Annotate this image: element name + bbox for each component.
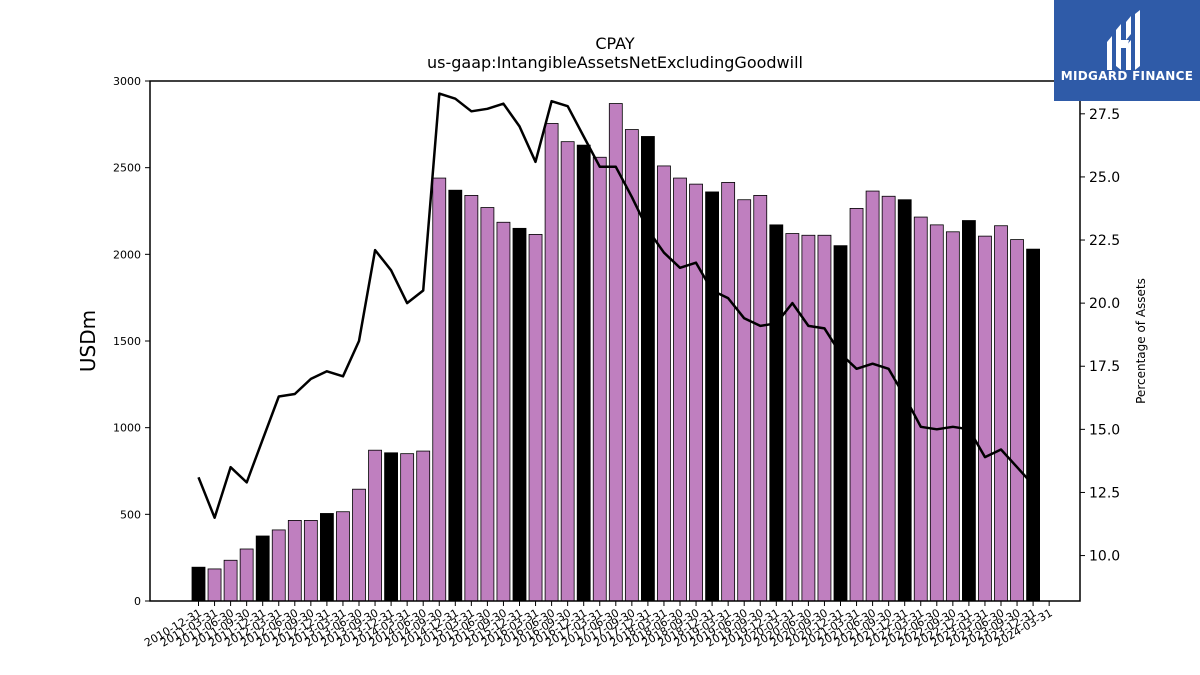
bar-2014-06-30 bbox=[416, 450, 431, 602]
y2-axis-label: Percentage of Assets bbox=[1134, 278, 1148, 404]
bar-2012-09-30 bbox=[303, 520, 318, 602]
y-axis-left: 0 500 1000 1500 2000 2500 3000 bbox=[113, 75, 150, 608]
y2-tick-label: 15.0 bbox=[1089, 422, 1120, 438]
y2-tick-label: 22.5 bbox=[1089, 233, 1120, 249]
y2-tick-label: 10.0 bbox=[1089, 549, 1120, 565]
logo-mark-icon bbox=[1107, 10, 1140, 70]
bars-layer bbox=[191, 103, 1040, 602]
bar-2014-03-31 bbox=[400, 453, 415, 602]
midgard-finance-logo: MIDGARD FINANCE bbox=[1054, 0, 1200, 101]
bar-2023-06-30 bbox=[994, 225, 1008, 602]
y-tick-label: 2000 bbox=[113, 248, 141, 261]
bar-2017-09-30 bbox=[624, 129, 639, 602]
y2-tick-label: 27.5 bbox=[1089, 107, 1120, 123]
bar-2020-12-31 bbox=[833, 245, 848, 602]
bar-2015-12-31 bbox=[512, 227, 527, 602]
bar-2019-03-31 bbox=[721, 181, 736, 602]
y-tick-label: 1500 bbox=[113, 335, 141, 348]
bar-2013-06-30 bbox=[352, 488, 366, 602]
bar-2011-06-30 bbox=[223, 559, 238, 602]
bar-2019-06-30 bbox=[737, 199, 752, 602]
bar-2014-12-31 bbox=[448, 189, 463, 602]
y-axis-label: USDm bbox=[76, 310, 100, 372]
bar-2016-09-30 bbox=[560, 141, 575, 602]
bar-2018-03-31 bbox=[657, 165, 671, 602]
percentage-line bbox=[197, 92, 1035, 519]
bar-2018-06-30 bbox=[673, 177, 687, 602]
y-tick-label: 1000 bbox=[113, 422, 141, 435]
bar-2023-03-31 bbox=[978, 235, 992, 602]
bar-2013-03-31 bbox=[336, 511, 350, 602]
bar-2021-06-30 bbox=[865, 190, 880, 602]
y2-tick-label: 17.5 bbox=[1089, 359, 1120, 375]
bar-2016-06-30 bbox=[544, 123, 559, 602]
y2-tick-label: 25.0 bbox=[1089, 170, 1120, 186]
bar-2015-06-30 bbox=[480, 207, 495, 602]
bar-2017-12-31 bbox=[641, 136, 655, 602]
bar-2021-09-30 bbox=[881, 195, 896, 602]
bar-2020-06-30 bbox=[801, 234, 816, 602]
bar-2021-03-31 bbox=[849, 207, 864, 602]
bar-2012-03-31 bbox=[271, 529, 286, 602]
bar-2013-12-31 bbox=[384, 452, 399, 602]
bar-2012-12-31 bbox=[319, 513, 334, 602]
bar-2011-09-30 bbox=[239, 548, 254, 602]
y2-tick-label: 12.5 bbox=[1089, 485, 1120, 501]
bar-2022-09-30 bbox=[945, 231, 960, 602]
bar-2017-03-31 bbox=[592, 156, 607, 602]
chart-title: CPAY bbox=[595, 34, 635, 53]
bar-2021-12-31 bbox=[897, 199, 912, 602]
bar-2014-09-30 bbox=[432, 177, 447, 602]
bar-2020-03-31 bbox=[785, 233, 800, 602]
bar-2017-06-30 bbox=[608, 103, 623, 602]
bar-2015-03-31 bbox=[464, 194, 479, 602]
bar-2020-09-30 bbox=[817, 234, 832, 602]
y2-tick-label: 20.0 bbox=[1089, 296, 1120, 312]
bar-2023-09-30 bbox=[1010, 239, 1024, 602]
bar-2019-12-31 bbox=[769, 224, 784, 602]
y-tick-label: 0 bbox=[134, 595, 141, 608]
bar-2019-09-30 bbox=[753, 194, 768, 602]
bar-2015-09-30 bbox=[496, 221, 511, 602]
y-tick-label: 3000 bbox=[113, 75, 141, 88]
bar-2016-03-31 bbox=[528, 233, 543, 602]
bar-2022-12-31 bbox=[962, 220, 976, 602]
bar-2018-12-31 bbox=[705, 191, 719, 602]
y-axis-right: 10.0 12.5 15.0 17.5 20.0 22.5 25.0 27.5 bbox=[1080, 107, 1120, 565]
chart-subtitle: us-gaap:IntangibleAssetsNetExcludingGood… bbox=[427, 53, 803, 72]
bar-2022-03-31 bbox=[913, 216, 928, 602]
bar-2016-12-31 bbox=[576, 144, 591, 602]
bar-2023-12-31 bbox=[1026, 248, 1040, 602]
bar-2012-06-30 bbox=[287, 520, 302, 602]
y-tick-label: 2500 bbox=[113, 162, 141, 175]
logo-text: MIDGARD FINANCE bbox=[1060, 69, 1194, 83]
bar-2022-06-30 bbox=[929, 224, 944, 602]
bar-2013-09-30 bbox=[368, 449, 382, 602]
line-layer bbox=[197, 92, 1035, 519]
bar-2010-12-31 bbox=[191, 566, 206, 602]
bar-2018-09-30 bbox=[689, 183, 703, 602]
y-tick-label: 500 bbox=[120, 508, 141, 521]
bar-2011-03-31 bbox=[207, 568, 222, 602]
x-axis: 2010-12-312011-03-312011-06-302011-09-30… bbox=[142, 601, 1055, 650]
bar-2011-12-31 bbox=[255, 535, 270, 602]
